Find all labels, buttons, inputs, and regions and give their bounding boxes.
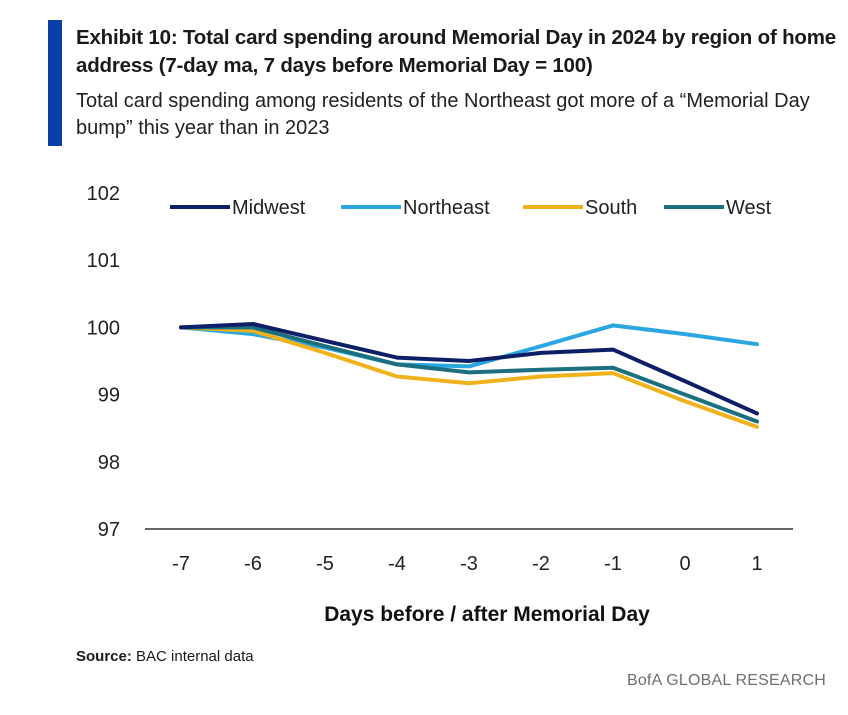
y-tick-label: 99 xyxy=(98,385,120,407)
y-tick-label: 98 xyxy=(98,452,120,474)
y-tick-label: 100 xyxy=(87,317,120,339)
accent-bar xyxy=(48,20,62,146)
series-lines xyxy=(179,322,759,429)
x-tick-label: 0 xyxy=(679,553,690,575)
x-tick-label: -4 xyxy=(388,553,406,575)
y-tick-label: 102 xyxy=(87,183,120,205)
source-text: BAC internal data xyxy=(131,648,254,665)
chart-title: Exhibit 10: Total card spending around M… xyxy=(76,26,836,77)
legend-label-south: South xyxy=(585,197,637,219)
legend-label-northeast: Northeast xyxy=(403,197,490,219)
series-line-west xyxy=(179,325,759,424)
x-tick-label: 1 xyxy=(751,553,762,575)
x-tick-label: -7 xyxy=(172,553,190,575)
y-tick-label: 97 xyxy=(98,519,120,541)
x-tick-label: -2 xyxy=(532,553,550,575)
x-axis-label: Days before / after Memorial Day xyxy=(324,603,650,626)
legend-label-midwest: Midwest xyxy=(232,197,306,219)
y-axis-ticks: 97 98 99 100 101 102 xyxy=(87,183,120,541)
series-line-south xyxy=(179,325,759,429)
x-tick-label: -5 xyxy=(316,553,334,575)
x-axis-ticks: -7 -6 -5 -4 -3 -2 -1 0 1 xyxy=(172,553,762,575)
source-label: Source: xyxy=(76,648,132,665)
series-line-midwest xyxy=(179,322,759,416)
legend-label-west: West xyxy=(726,197,772,219)
x-tick-label: -6 xyxy=(244,553,262,575)
brand-footer: BofA GLOBAL RESEARCH xyxy=(626,672,826,689)
source-note: Source: BAC internal data xyxy=(76,648,254,665)
y-tick-label: 101 xyxy=(87,250,120,272)
x-tick-label: -3 xyxy=(460,553,478,575)
chart-subtitle: Total card spending among residents of t… xyxy=(76,90,810,139)
x-tick-label: -1 xyxy=(604,553,622,575)
legend: Midwest Northeast South West xyxy=(170,197,772,219)
